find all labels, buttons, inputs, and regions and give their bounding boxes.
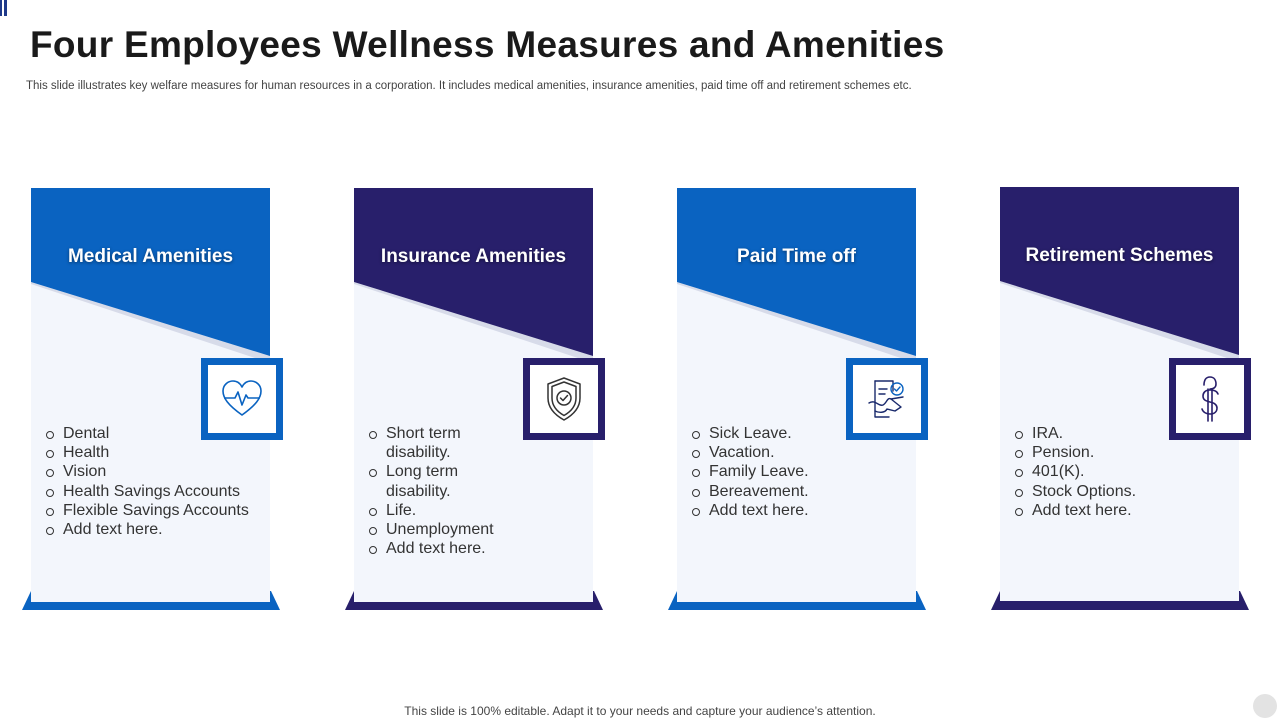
card-title: Insurance Amenities bbox=[380, 246, 567, 267]
list-item: Family Leave. bbox=[690, 462, 809, 481]
list-item: Add text here. bbox=[44, 520, 249, 539]
icon-frame bbox=[846, 358, 928, 440]
list-item: Stock Options. bbox=[1013, 482, 1136, 501]
slide-footer: This slide is 100% editable. Adapt it to… bbox=[404, 704, 876, 718]
list-item: Add text here. bbox=[367, 539, 494, 558]
slide-title: Four Employees Wellness Measures and Ame… bbox=[30, 24, 945, 65]
card-item-list: IRA. Pension. 401(K). Stock Options. Add… bbox=[1013, 424, 1136, 520]
list-item: Pension. bbox=[1013, 443, 1136, 462]
list-item: Health bbox=[44, 443, 249, 462]
list-item: Life. bbox=[367, 501, 494, 520]
dollar-icon bbox=[1201, 376, 1219, 422]
corner-accent bbox=[0, 0, 8, 16]
icon-frame bbox=[201, 358, 283, 440]
icon-frame bbox=[1169, 358, 1251, 440]
list-item: Sick Leave. bbox=[690, 424, 809, 443]
list-item: Flexible Savings Accounts bbox=[44, 501, 249, 520]
list-item: Short term disability. bbox=[367, 424, 494, 462]
card-paid-time-off: Paid Time off Sick Leave. Vacation. Fami… bbox=[677, 188, 928, 602]
list-item: Vacation. bbox=[690, 443, 809, 462]
list-item: Long term disability. bbox=[367, 462, 494, 500]
slide-nav-button[interactable] bbox=[1253, 694, 1277, 718]
card-item-list: Dental Health Vision Health Savings Acco… bbox=[44, 424, 249, 539]
card-title: Retirement Schemes bbox=[1025, 245, 1214, 266]
card-header-shape bbox=[1000, 187, 1239, 362]
card-header-shape bbox=[354, 188, 593, 363]
card-item-list: Short term disability. Long term disabil… bbox=[367, 424, 494, 558]
list-item: Add text here. bbox=[690, 501, 809, 520]
list-item: Unemployment bbox=[367, 520, 494, 539]
card-retirement-schemes: Retirement Schemes IRA. Pension. 401(K).… bbox=[1000, 187, 1251, 601]
leave-document-icon bbox=[868, 380, 904, 418]
card-header-shape bbox=[31, 188, 270, 363]
list-item: Bereavement. bbox=[690, 482, 809, 501]
shield-check-icon bbox=[547, 377, 581, 421]
card-header-shape bbox=[677, 188, 916, 363]
card-title: Paid Time off bbox=[737, 246, 856, 267]
card-title: Medical Amenities bbox=[67, 246, 234, 267]
icon-frame bbox=[523, 358, 605, 440]
card-insurance-amenities: Insurance Amenities Short term disabilit… bbox=[354, 188, 605, 602]
list-item: 401(K). bbox=[1013, 462, 1136, 481]
slide-subtitle: This slide illustrates key welfare measu… bbox=[26, 80, 912, 92]
heartbeat-icon bbox=[222, 380, 262, 416]
list-item: Add text here. bbox=[1013, 501, 1136, 520]
card-medical-amenities: Medical Amenities Dental Health Vision H… bbox=[31, 188, 283, 602]
card-item-list: Sick Leave. Vacation. Family Leave. Bere… bbox=[690, 424, 809, 520]
list-item: Vision bbox=[44, 462, 249, 481]
list-item: Dental bbox=[44, 424, 249, 443]
list-item: Health Savings Accounts bbox=[44, 482, 249, 501]
list-item: IRA. bbox=[1013, 424, 1136, 443]
